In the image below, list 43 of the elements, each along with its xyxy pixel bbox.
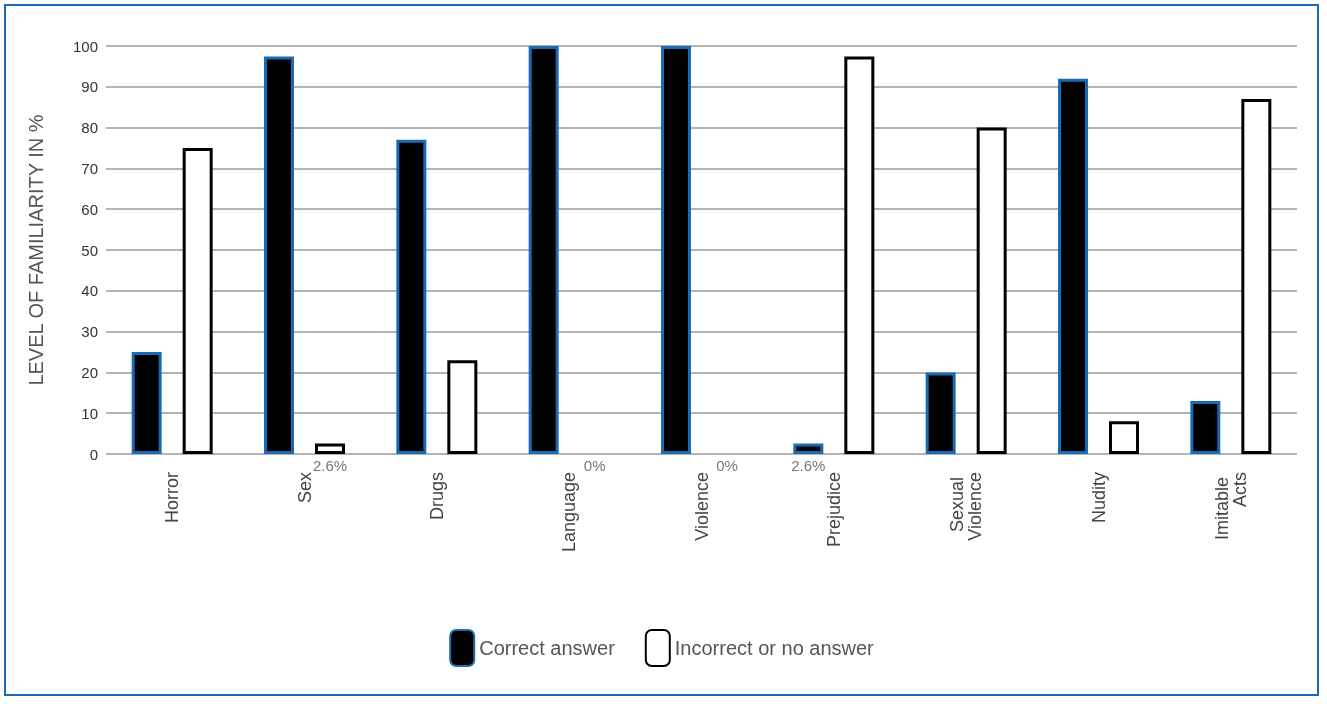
legend-label: Incorrect or no answer [674,637,875,659]
bar [447,360,478,454]
y-tick-label: 70 [81,159,98,177]
bar [1190,400,1221,454]
x-tick-label: Sex [294,472,315,504]
x-tick-label: Horror [162,472,183,524]
bar [396,139,427,454]
bar [925,372,956,454]
y-tick-label: 90 [81,78,98,96]
bar [1109,421,1139,454]
x-tick-label: Prejudice [823,472,844,548]
bar [844,56,875,454]
bar [264,56,294,454]
bar [1241,99,1272,454]
x-tick-label: Drugs [426,472,447,521]
data-label: 0% [583,457,606,474]
y-tick-label: 60 [81,200,98,218]
y-tick-label: 30 [81,323,98,341]
bar [793,443,824,454]
y-tick-label: 100 [72,37,98,55]
x-tick-label: Imitable Acts [1211,472,1250,541]
y-tick-label: 0 [89,445,98,463]
x-tick-label: Sexual Violence [947,472,986,541]
data-label: 0% [716,457,738,474]
bar [661,46,691,454]
y-axis-title: LEVEL OF FAMILIARITY IN % [25,114,47,386]
x-tick-label: Nudity [1088,472,1109,524]
bar [315,443,345,454]
y-tick-label: 20 [81,363,98,381]
bar [1058,78,1088,454]
bar [976,127,1007,454]
bar [131,352,162,454]
bar [528,46,559,454]
y-tick-label: 40 [81,282,98,300]
bar [182,148,213,454]
x-tick-label: Language [559,472,580,553]
data-label: 2.6% [312,457,348,474]
y-tick-label: 10 [81,404,98,422]
x-tick-label: Violence [691,472,712,541]
y-tick-label: 50 [81,241,98,259]
y-tick-label: 80 [81,119,98,137]
data-label: 2.6% [791,457,826,474]
legend-label: Correct answer [479,637,616,659]
